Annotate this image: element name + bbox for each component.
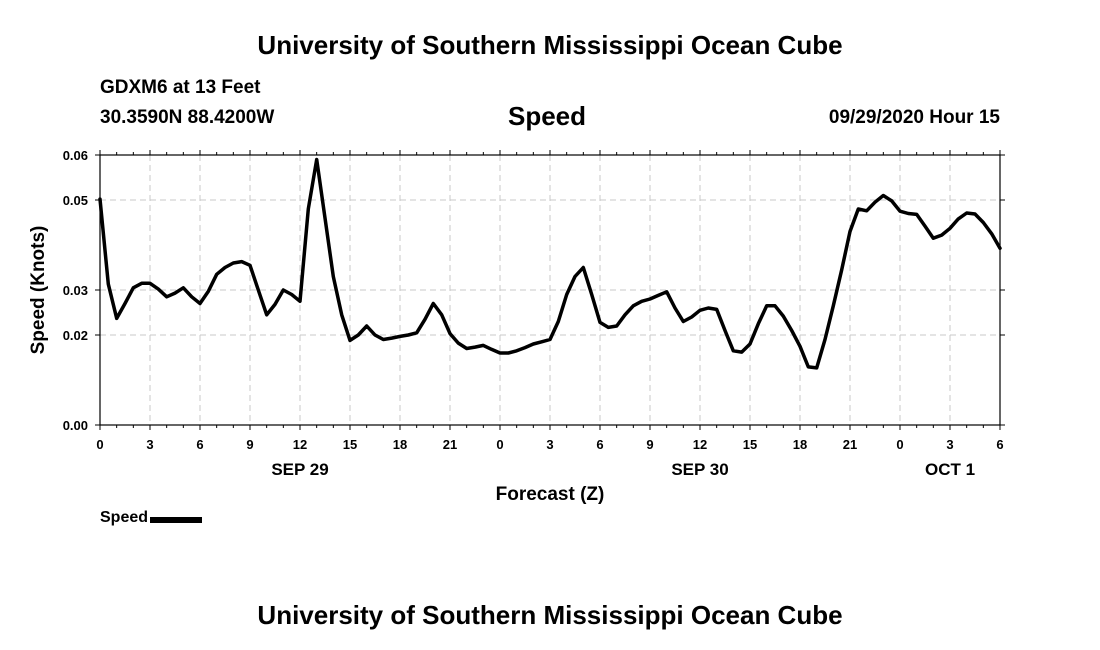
y-tick-label: 0.06 xyxy=(63,148,88,163)
forecast-datetime: 09/29/2020 Hour 15 xyxy=(828,107,1000,128)
x-tick-label: 15 xyxy=(743,437,757,452)
date-labels: SEP 29 SEP 30 OCT 1 xyxy=(271,460,975,479)
x-tick-label: 0 xyxy=(496,437,503,452)
legend-line-swatch xyxy=(150,517,203,523)
x-tick-label: 6 xyxy=(196,437,203,452)
x-tick-label: 15 xyxy=(343,437,357,452)
x-tick-label: 3 xyxy=(546,437,553,452)
date-label: OCT 1 xyxy=(925,460,975,479)
y-tick-label: 0.00 xyxy=(63,418,88,433)
date-label: SEP 30 xyxy=(671,460,728,479)
legend: Speed xyxy=(100,509,203,527)
x-axis: 0 3 6 9 12 15 18 21 0 3 6 9 12 15 18 21 0 3 6 xyxy=(96,150,1004,452)
variable-title: Speed xyxy=(508,101,587,131)
y-axis: 0.00 0.02 0.03 0.05 0.06 xyxy=(63,148,1005,433)
footer-title: University of Southern Mississippi Ocean… xyxy=(257,600,843,630)
station-label: GDXM6 at 13 Feet xyxy=(100,77,261,98)
legend-label: Speed xyxy=(100,509,149,526)
speed-series-line xyxy=(98,157,1002,370)
coordinates-label: 30.3590N 88.4200W xyxy=(100,107,275,128)
x-tick-label: 3 xyxy=(146,437,153,452)
chart-grid xyxy=(100,155,1000,425)
x-tick-label: 6 xyxy=(596,437,603,452)
x-tick-label: 18 xyxy=(393,437,407,452)
y-tick-label: 0.02 xyxy=(63,328,88,343)
speed-chart: 0.00 0.02 0.03 0.05 0.06 0 3 6 9 12 15 18 21 0 3 6 9 12 1… xyxy=(28,148,1005,505)
y-tick-label: 0.05 xyxy=(63,193,88,208)
x-tick-label: 3 xyxy=(946,437,953,452)
x-tick-label: 0 xyxy=(96,437,103,452)
x-tick-label: 9 xyxy=(646,437,653,452)
x-tick-label: 9 xyxy=(246,437,253,452)
x-tick-label: 6 xyxy=(996,437,1003,452)
y-tick-label: 0.03 xyxy=(63,283,88,298)
x-tick-label: 12 xyxy=(693,437,707,452)
y-axis-title: Speed (Knots) xyxy=(28,226,49,355)
x-tick-label: 18 xyxy=(793,437,807,452)
x-tick-label: 12 xyxy=(293,437,307,452)
x-tick-label: 0 xyxy=(896,437,903,452)
x-tick-label: 21 xyxy=(843,437,857,452)
chart-main-title: University of Southern Mississippi Ocean… xyxy=(257,30,843,60)
x-axis-title: Forecast (Z) xyxy=(496,484,605,505)
x-tick-label: 21 xyxy=(443,437,457,452)
date-label: SEP 29 xyxy=(271,460,328,479)
